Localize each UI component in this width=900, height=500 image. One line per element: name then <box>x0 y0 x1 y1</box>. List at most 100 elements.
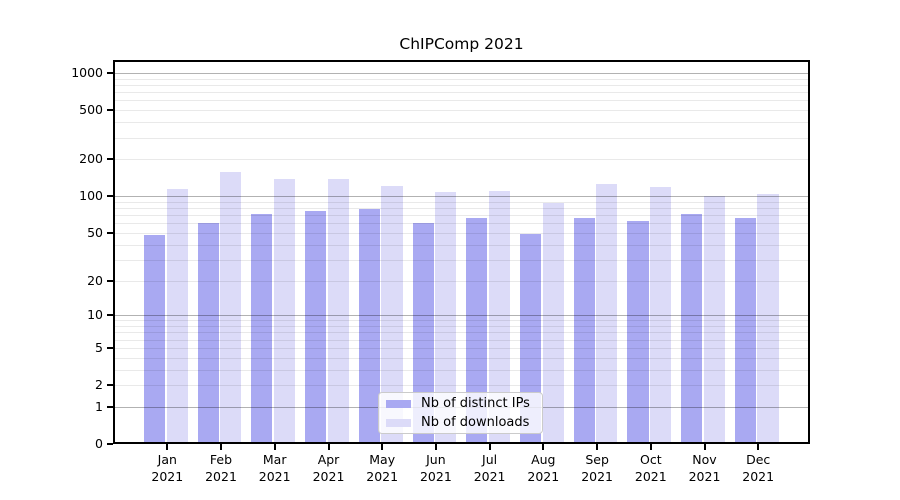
chart-title: ChIPComp 2021 <box>399 35 524 53</box>
x-tick-mark <box>542 444 545 450</box>
x-tick-mark <box>488 444 491 450</box>
y-tick-mark <box>107 195 113 198</box>
gridline-minor <box>115 326 808 327</box>
y-tick-mark <box>107 231 113 234</box>
y-tick-label: 10 <box>87 307 103 323</box>
gridline-minor <box>115 100 808 102</box>
x-tick-year: 2021 <box>742 468 775 484</box>
gridline-minor <box>115 339 808 341</box>
y-tick-label: 50 <box>87 224 103 240</box>
gridline-minor <box>115 320 808 322</box>
gridline-minor <box>115 347 808 349</box>
y-tick-label: 1000 <box>71 65 103 80</box>
gridline-major <box>115 315 808 317</box>
x-tick-mark <box>596 444 599 450</box>
x-tick-year: 2021 <box>419 468 452 484</box>
x-tick-month: Feb <box>209 452 233 467</box>
legend-item-distinct-ips: Nb of distinct IPs <box>386 395 534 412</box>
y-tick-mark <box>107 72 113 74</box>
gridline-minor <box>115 78 808 80</box>
y-tick-label: 200 <box>79 151 103 167</box>
gridline-minor <box>115 385 808 386</box>
bar-downloads <box>542 203 564 444</box>
y-tick-label: 0 <box>95 436 103 451</box>
x-tick-mark <box>220 444 222 450</box>
x-tick-month: Jan <box>157 452 177 467</box>
x-tick-month: Jul <box>482 452 498 467</box>
bar-downloads <box>703 196 725 444</box>
gridline-minor <box>115 223 808 225</box>
y-tick-label: 1 <box>95 398 103 414</box>
gridline-minor <box>115 232 808 234</box>
bar-downloads <box>327 179 349 444</box>
bar-distinct-ips <box>143 235 166 444</box>
x-tick-mark <box>273 444 276 450</box>
bar-distinct-ips <box>251 214 273 444</box>
x-tick-month: Oct <box>639 452 662 467</box>
gridline-minor <box>115 137 808 139</box>
bar-downloads <box>166 188 188 444</box>
x-tick-label: Mar 2021 <box>245 452 305 485</box>
gridline-minor <box>115 259 808 261</box>
gridline-minor <box>115 208 808 209</box>
gridline-minor <box>115 110 808 112</box>
gridline-minor <box>115 159 808 161</box>
x-tick-label: May 2021 <box>352 452 412 485</box>
bar-downloads <box>757 194 779 444</box>
gridline-major <box>115 196 808 198</box>
y-tick-mark <box>107 346 113 349</box>
bar-distinct-ips <box>412 223 434 444</box>
bar-distinct-ips <box>734 218 756 444</box>
gridline-minor <box>115 215 808 217</box>
x-tick-month: Aug <box>531 452 556 467</box>
gridline-minor <box>115 332 808 334</box>
x-tick-year: 2021 <box>688 468 721 484</box>
x-tick-month: Mar <box>262 452 287 467</box>
bar-downloads <box>488 191 510 444</box>
legend-label-downloads: Nb of downloads <box>421 415 530 430</box>
gridline-minor <box>115 201 808 203</box>
legend-label-distinct-ips: Nb of distinct IPs <box>421 396 530 411</box>
bar-downloads <box>596 184 618 444</box>
bar-distinct-ips <box>573 218 595 444</box>
x-tick-label: Aug 2021 <box>513 452 573 485</box>
bar-downloads <box>435 192 457 444</box>
x-tick-label: Jun 2021 <box>406 452 466 485</box>
x-tick-year: 2021 <box>151 468 184 484</box>
y-tick-label: 20 <box>87 272 103 288</box>
x-tick-label: Jul 2021 <box>460 452 520 485</box>
bar-distinct-ips <box>466 218 488 444</box>
bar-distinct-ips <box>358 209 380 444</box>
y-tick-mark <box>107 279 113 282</box>
bar-downloads <box>273 179 296 444</box>
legend: Nb of distinct IPs Nb of downloads <box>378 392 543 434</box>
x-tick-month: Apr <box>317 452 340 467</box>
x-tick-label: Apr 2021 <box>299 452 359 485</box>
x-tick-month: Dec <box>746 452 771 467</box>
y-tick-mark <box>107 158 113 161</box>
x-tick-year: 2021 <box>258 468 291 484</box>
gridline-minor <box>115 85 808 86</box>
y-tick-mark <box>107 384 113 386</box>
x-tick-label: Sep 2021 <box>567 452 627 485</box>
x-tick-year: 2021 <box>205 468 237 484</box>
x-tick-label: Nov 2021 <box>675 452 735 485</box>
y-tick-label: 5 <box>95 339 103 355</box>
x-tick-year: 2021 <box>312 468 345 484</box>
x-tick-mark <box>381 444 384 450</box>
x-tick-mark <box>434 444 437 450</box>
bar-distinct-ips <box>627 220 649 444</box>
x-tick-year: 2021 <box>634 468 667 484</box>
bar-distinct-ips <box>197 223 219 444</box>
x-tick-mark <box>757 444 760 450</box>
x-tick-year: 2021 <box>581 468 613 484</box>
x-tick-mark <box>703 444 706 450</box>
bar-distinct-ips <box>305 211 327 444</box>
y-tick-mark <box>107 314 113 317</box>
x-tick-year: 2021 <box>527 468 560 484</box>
y-tick-label: 500 <box>79 102 103 118</box>
x-tick-month: May <box>369 452 396 467</box>
